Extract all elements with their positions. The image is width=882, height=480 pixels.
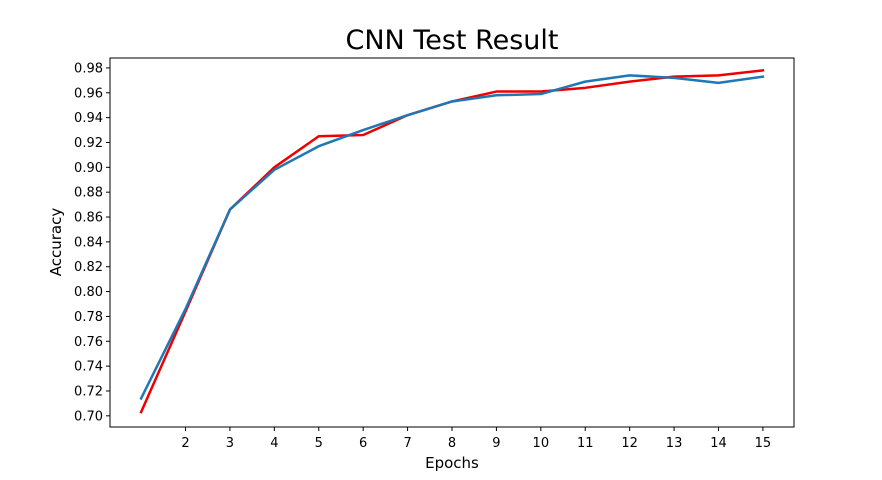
x-tick-label: 5 [315,436,323,451]
x-tick-label: 14 [710,436,727,451]
x-tick-label: 7 [403,436,411,451]
x-tick-label: 11 [577,436,594,451]
y-tick-label: 0.94 [74,111,103,126]
y-tick-label: 0.70 [74,409,103,424]
y-tick-label: 0.74 [74,360,103,375]
y-tick-label: 0.76 [74,335,103,350]
y-tick-label: 0.84 [74,235,103,250]
x-tick-label: 2 [181,436,189,451]
y-tick-label: 0.98 [74,61,103,76]
x-tick-label: 10 [533,436,550,451]
y-tick-label: 0.92 [74,136,103,151]
series-line-2 [139,74,765,401]
series-line-1 [139,69,765,414]
y-tick-label: 0.82 [74,260,103,275]
y-tick-label: 0.96 [74,86,103,101]
y-tick-label: 0.72 [74,384,103,399]
y-tick-label: 0.90 [74,161,103,176]
x-tick-label: 4 [270,436,278,451]
y-tick-label: 0.80 [74,285,103,300]
y-tick-label: 0.86 [74,211,103,226]
y-axis-ticks: 0.70 0.72 0.74 0.76 0.78 0.80 0.82 0.84 0.86 0.88… [74,61,110,424]
x-tick-label: 15 [755,436,772,451]
y-tick-label: 0.88 [74,186,103,201]
y-axis-label: Accuracy [47,208,65,277]
x-tick-label: 13 [666,436,683,451]
x-axis-label: Epochs [425,454,479,472]
x-tick-label: 8 [448,436,456,451]
x-tick-label: 12 [621,436,638,451]
x-tick-label: 6 [359,436,367,451]
x-tick-label: 9 [492,436,500,451]
y-tick-label: 0.78 [74,310,103,325]
chart-title: CNN Test Result [345,25,558,56]
series-layer [139,69,765,414]
plot-frame [109,57,795,428]
x-axis-ticks: 2 3 4 5 6 7 8 9 10 11 12 13 14 15 [181,427,771,451]
x-tick-label: 3 [226,436,234,451]
